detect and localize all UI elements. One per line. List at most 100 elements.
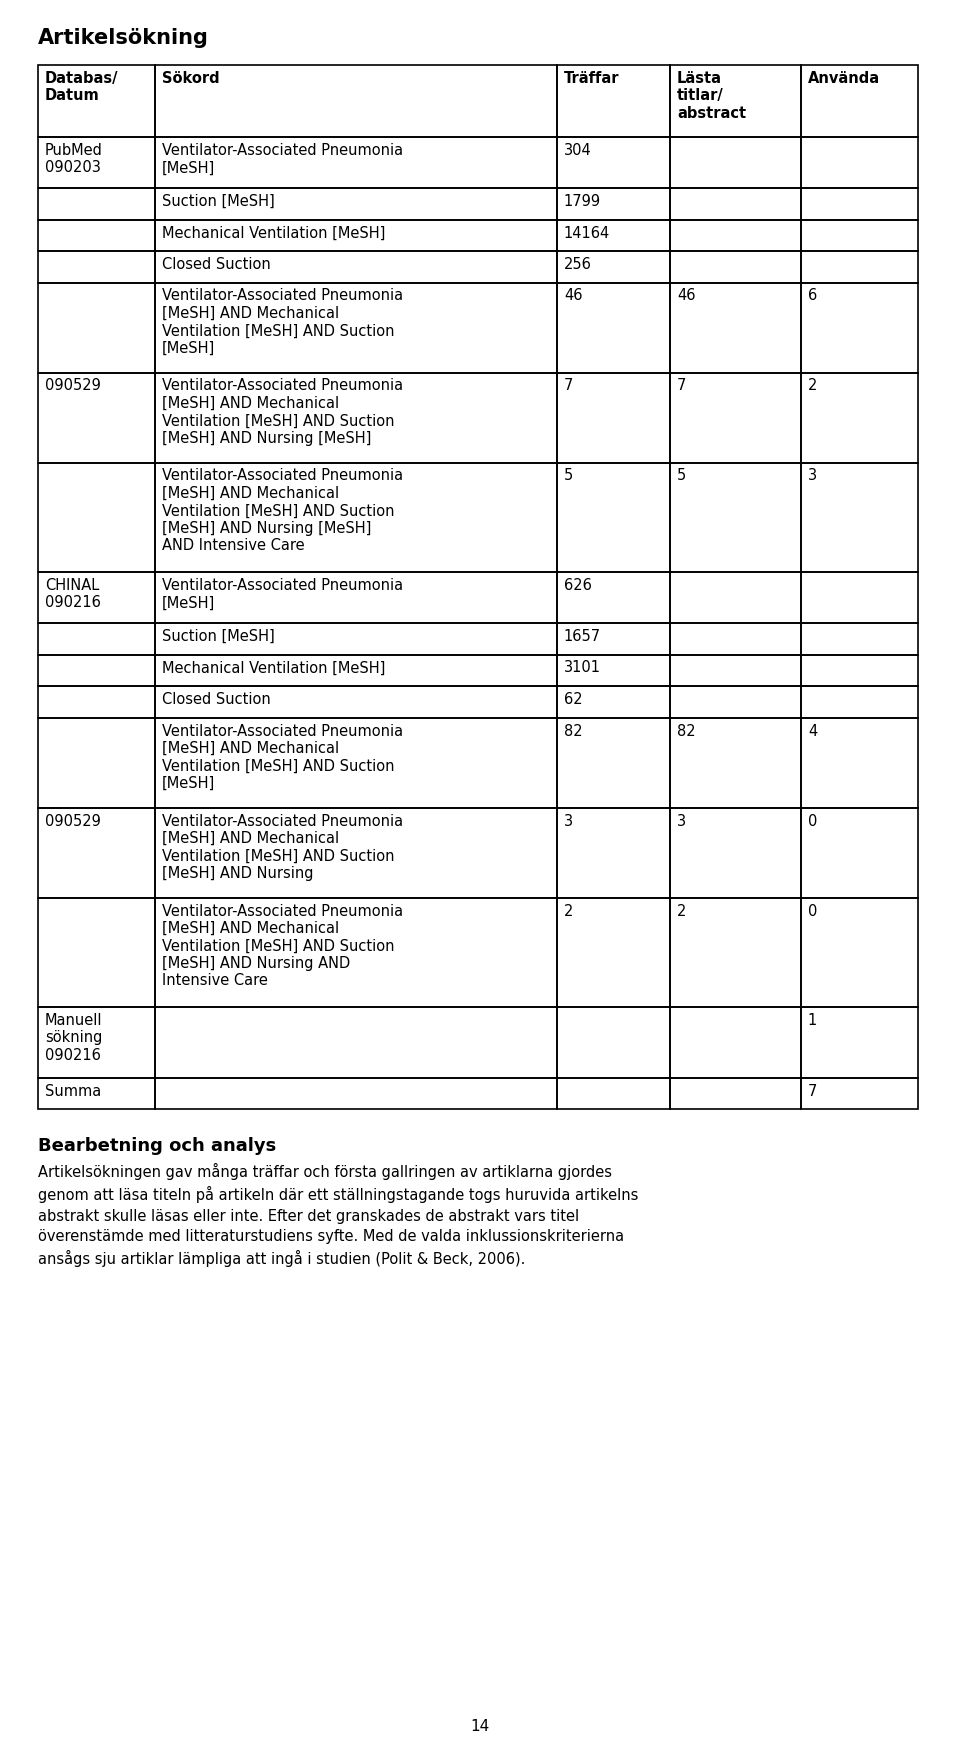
Text: 1657: 1657	[564, 629, 601, 643]
Bar	[155, 573, 557, 624]
Bar	[801, 807, 918, 897]
Bar	[557, 573, 670, 624]
Text: PubMed
090203: PubMed 090203	[45, 143, 103, 176]
Text: Ventilator-Associated Pneumonia
[MeSH] AND Mechanical
Ventilation [MeSH] AND Suc: Ventilator-Associated Pneumonia [MeSH] A…	[161, 814, 403, 881]
Text: 7: 7	[677, 379, 686, 393]
Text: Använda: Använda	[808, 70, 880, 86]
Bar	[557, 624, 670, 654]
Text: Sökord: Sökord	[161, 70, 219, 86]
Bar	[557, 685, 670, 717]
Text: 7: 7	[808, 1084, 817, 1098]
Text: 1799: 1799	[564, 194, 601, 210]
Bar	[801, 654, 918, 685]
Text: Artikelsökning: Artikelsökning	[38, 28, 209, 48]
Bar	[155, 717, 557, 807]
Bar	[155, 654, 557, 685]
Bar	[155, 1078, 557, 1108]
Bar	[155, 372, 557, 462]
Bar	[801, 220, 918, 250]
Text: Ventilator-Associated Pneumonia
[MeSH] AND Mechanical
Ventilation [MeSH] AND Suc: Ventilator-Associated Pneumonia [MeSH] A…	[161, 904, 403, 988]
Text: 090529: 090529	[45, 814, 101, 828]
Bar	[801, 250, 918, 282]
Text: Summa: Summa	[45, 1084, 101, 1098]
Text: 5: 5	[677, 469, 686, 483]
Bar	[670, 137, 801, 189]
Bar	[801, 1008, 918, 1078]
Bar	[670, 654, 801, 685]
Bar	[155, 137, 557, 189]
Bar	[38, 897, 155, 1008]
Bar	[670, 372, 801, 462]
Bar	[670, 807, 801, 897]
Text: Artikelsökningen gav många träffar och första gallringen av artiklarna gjordes
g: Artikelsökningen gav många träffar och f…	[38, 1163, 638, 1267]
Bar	[670, 250, 801, 282]
Text: Suction [MeSH]: Suction [MeSH]	[161, 629, 275, 643]
Bar	[557, 717, 670, 807]
Text: 626: 626	[564, 578, 591, 594]
Bar	[670, 189, 801, 220]
Bar	[38, 250, 155, 282]
Bar	[801, 65, 918, 137]
Bar	[670, 897, 801, 1008]
Bar	[670, 282, 801, 372]
Bar	[801, 282, 918, 372]
Text: Lästa
titlar/
abstract: Lästa titlar/ abstract	[677, 70, 746, 122]
Bar	[801, 685, 918, 717]
Bar	[155, 189, 557, 220]
Bar	[557, 137, 670, 189]
Bar	[38, 65, 155, 137]
Text: 6: 6	[808, 289, 817, 303]
Bar	[38, 137, 155, 189]
Bar	[155, 250, 557, 282]
Text: Ventilator-Associated Pneumonia
[MeSH] AND Mechanical
Ventilation [MeSH] AND Suc: Ventilator-Associated Pneumonia [MeSH] A…	[161, 379, 403, 446]
Bar	[801, 462, 918, 573]
Bar	[155, 897, 557, 1008]
Bar	[557, 1078, 670, 1108]
Text: 3101: 3101	[564, 661, 601, 675]
Bar	[155, 1008, 557, 1078]
Bar	[801, 573, 918, 624]
Text: 3: 3	[808, 469, 817, 483]
Bar	[155, 462, 557, 573]
Text: 2: 2	[677, 904, 686, 918]
Text: Suction [MeSH]: Suction [MeSH]	[161, 194, 275, 210]
Bar	[670, 220, 801, 250]
Text: 0: 0	[808, 814, 817, 828]
Bar	[670, 573, 801, 624]
Text: 304: 304	[564, 143, 591, 159]
Text: Ventilator-Associated Pneumonia
[MeSH] AND Mechanical
Ventilation [MeSH] AND Suc: Ventilator-Associated Pneumonia [MeSH] A…	[161, 289, 403, 356]
Bar	[38, 282, 155, 372]
Bar	[38, 1078, 155, 1108]
Bar	[557, 250, 670, 282]
Text: Manuell
sökning
090216: Manuell sökning 090216	[45, 1013, 103, 1062]
Bar	[801, 1078, 918, 1108]
Text: 090529: 090529	[45, 379, 101, 393]
Bar	[670, 1078, 801, 1108]
Text: 3: 3	[677, 814, 686, 828]
Bar	[557, 1008, 670, 1078]
Bar	[557, 65, 670, 137]
Bar	[155, 807, 557, 897]
Text: Ventilator-Associated Pneumonia
[MeSH] AND Mechanical
Ventilation [MeSH] AND Suc: Ventilator-Associated Pneumonia [MeSH] A…	[161, 724, 403, 791]
Bar	[155, 220, 557, 250]
Text: Databas/
Datum: Databas/ Datum	[45, 70, 118, 104]
Bar	[801, 624, 918, 654]
Bar	[38, 372, 155, 462]
Text: 7: 7	[564, 379, 573, 393]
Bar	[155, 65, 557, 137]
Text: 1: 1	[808, 1013, 817, 1027]
Bar	[155, 624, 557, 654]
Bar	[801, 897, 918, 1008]
Bar	[38, 807, 155, 897]
Bar	[557, 282, 670, 372]
Bar	[670, 717, 801, 807]
Bar	[670, 65, 801, 137]
Bar	[557, 654, 670, 685]
Text: Ventilator-Associated Pneumonia
[MeSH]: Ventilator-Associated Pneumonia [MeSH]	[161, 143, 403, 176]
Bar	[38, 717, 155, 807]
Text: Mechanical Ventilation [MeSH]: Mechanical Ventilation [MeSH]	[161, 226, 385, 240]
Bar	[557, 462, 670, 573]
Bar	[557, 189, 670, 220]
Bar	[557, 372, 670, 462]
Text: 4: 4	[808, 724, 817, 738]
